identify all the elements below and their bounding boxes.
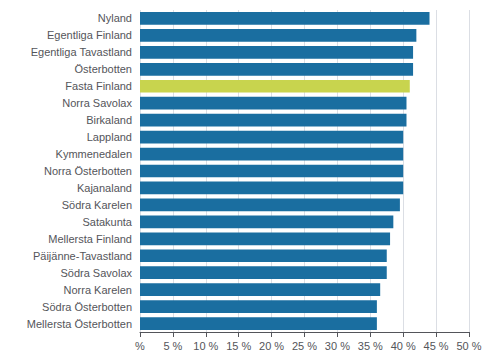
- svg-text:Egentliga Finland: Egentliga Finland: [47, 29, 132, 41]
- svg-text:Norra Karelen: Norra Karelen: [64, 284, 132, 296]
- svg-text:35 %: 35 %: [358, 340, 383, 352]
- svg-text:Norra Österbotten: Norra Österbotten: [44, 165, 132, 177]
- svg-text:20 %: 20 %: [259, 340, 284, 352]
- svg-text:%: %: [135, 340, 145, 352]
- svg-text:Egentliga Tavastland: Egentliga Tavastland: [31, 46, 132, 58]
- svg-text:Fasta Finland: Fasta Finland: [65, 80, 132, 92]
- svg-text:Österbotten: Österbotten: [75, 63, 132, 75]
- svg-text:Päijänne-Tavastland: Päijänne-Tavastland: [33, 250, 132, 262]
- svg-text:Satakunta: Satakunta: [82, 216, 132, 228]
- svg-text:Norra Savolax: Norra Savolax: [62, 97, 132, 109]
- svg-text:Lappland: Lappland: [87, 131, 132, 143]
- svg-text:30 %: 30 %: [325, 340, 350, 352]
- svg-text:5 %: 5 %: [163, 340, 182, 352]
- svg-text:25 %: 25 %: [292, 340, 317, 352]
- svg-text:Kymmenedalen: Kymmenedalen: [56, 148, 132, 160]
- svg-text:45 %: 45 %: [424, 340, 449, 352]
- svg-text:Södra Savolax: Södra Savolax: [60, 267, 132, 279]
- svg-text:50 %: 50 %: [456, 340, 481, 352]
- svg-text:15 %: 15 %: [226, 340, 251, 352]
- svg-text:Södra Österbotten: Södra Österbotten: [42, 301, 132, 313]
- svg-text:10 %: 10 %: [193, 340, 218, 352]
- svg-text:Birkaland: Birkaland: [86, 114, 132, 126]
- svg-text:40 %: 40 %: [391, 340, 416, 352]
- svg-text:Södra Karelen: Södra Karelen: [62, 199, 132, 211]
- svg-text:Mellersta Österbotten: Mellersta Österbotten: [27, 318, 132, 330]
- svg-text:Kajanaland: Kajanaland: [77, 182, 132, 194]
- svg-text:Nyland: Nyland: [98, 12, 132, 24]
- svg-text:Mellersta Finland: Mellersta Finland: [48, 233, 132, 245]
